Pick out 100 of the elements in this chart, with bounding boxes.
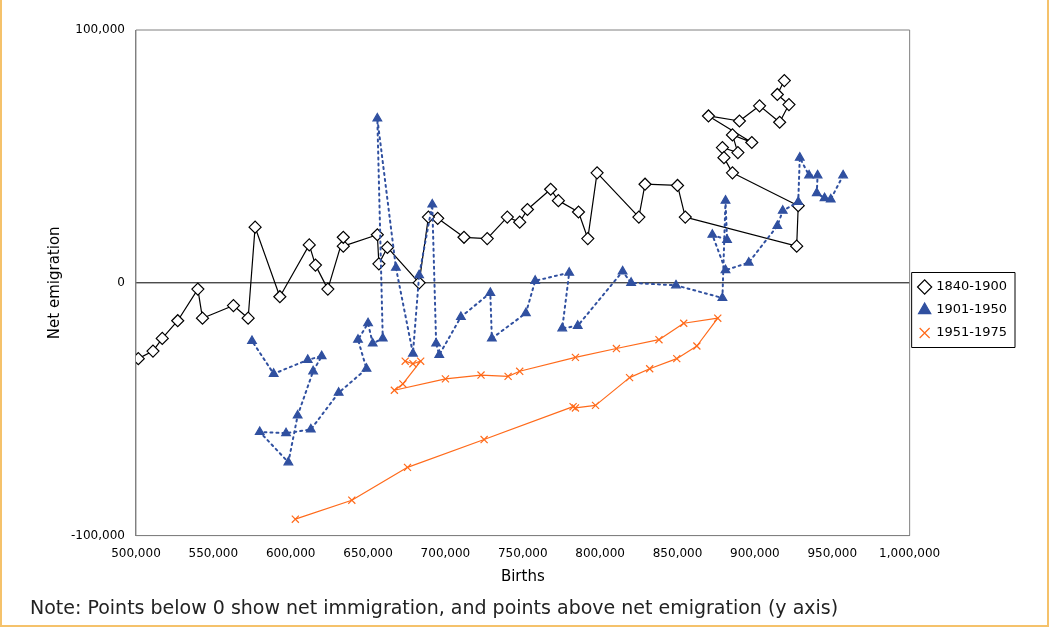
point bbox=[626, 277, 637, 286]
x-tick-label: 750,000 bbox=[497, 545, 548, 560]
point bbox=[713, 314, 722, 323]
point bbox=[568, 402, 578, 411]
point bbox=[572, 320, 583, 329]
x-tick-label: 900,000 bbox=[730, 545, 780, 560]
point bbox=[782, 97, 796, 112]
point bbox=[367, 337, 378, 347]
point bbox=[557, 322, 568, 332]
point bbox=[720, 195, 731, 204]
point bbox=[476, 370, 486, 380]
point bbox=[479, 435, 489, 444]
point bbox=[707, 229, 718, 238]
point bbox=[725, 128, 740, 142]
point bbox=[191, 282, 205, 296]
point bbox=[431, 337, 442, 347]
point bbox=[171, 314, 185, 328]
point bbox=[590, 166, 604, 180]
point bbox=[377, 332, 388, 342]
x-axis-title: Births bbox=[500, 566, 545, 585]
point bbox=[155, 331, 169, 346]
point bbox=[361, 363, 372, 372]
point bbox=[777, 205, 788, 214]
x-tick-label: 950,000 bbox=[807, 545, 858, 560]
point bbox=[520, 202, 535, 217]
point bbox=[485, 287, 496, 297]
point bbox=[408, 359, 418, 368]
point bbox=[195, 311, 210, 325]
point bbox=[416, 357, 425, 366]
y-tick-label: 100,000 bbox=[75, 22, 125, 37]
point bbox=[398, 379, 408, 389]
x-tick-label: 500,000 bbox=[111, 545, 161, 560]
point bbox=[692, 341, 702, 351]
text: Note: Points below 0 show net immigration, and points above net emigration (y axis) bbox=[30, 596, 839, 618]
point bbox=[457, 230, 471, 244]
point bbox=[564, 267, 575, 276]
point bbox=[743, 256, 754, 266]
point bbox=[772, 220, 783, 230]
point bbox=[811, 187, 822, 197]
point bbox=[302, 238, 316, 252]
point bbox=[291, 515, 300, 524]
point bbox=[678, 210, 692, 224]
point bbox=[503, 372, 513, 381]
point bbox=[720, 264, 731, 274]
point bbox=[581, 231, 595, 246]
point bbox=[530, 275, 541, 284]
point bbox=[336, 230, 350, 244]
point bbox=[427, 198, 438, 208]
point bbox=[804, 169, 814, 179]
point bbox=[455, 311, 466, 321]
point bbox=[701, 109, 716, 123]
point bbox=[241, 311, 255, 325]
point bbox=[671, 279, 681, 289]
point bbox=[254, 426, 265, 436]
point bbox=[146, 344, 160, 358]
point bbox=[333, 387, 344, 396]
point bbox=[571, 403, 580, 413]
point bbox=[679, 319, 688, 328]
y-tick-label: 0 bbox=[117, 274, 125, 289]
point bbox=[515, 367, 524, 376]
point bbox=[486, 332, 497, 342]
point bbox=[380, 240, 394, 255]
point bbox=[838, 169, 849, 179]
point bbox=[292, 409, 303, 419]
point bbox=[670, 178, 685, 193]
legend-label: 1840-1900 bbox=[936, 278, 1007, 294]
point bbox=[654, 335, 664, 344]
point bbox=[390, 386, 399, 395]
y-axis-title: Net emigration bbox=[44, 226, 63, 340]
point bbox=[793, 196, 804, 205]
point bbox=[717, 151, 731, 165]
point bbox=[363, 317, 373, 327]
point bbox=[441, 374, 450, 383]
x-tick-label: 650,000 bbox=[343, 545, 393, 560]
point bbox=[551, 194, 565, 208]
point bbox=[268, 368, 279, 377]
point bbox=[544, 182, 558, 196]
x-tick-label: 700,000 bbox=[420, 545, 471, 560]
point bbox=[414, 269, 425, 279]
point bbox=[571, 205, 586, 219]
point bbox=[632, 210, 646, 224]
legend-label: 1901-1950 bbox=[936, 301, 1007, 317]
point bbox=[316, 350, 327, 360]
point bbox=[520, 307, 531, 317]
point bbox=[715, 140, 730, 155]
point bbox=[302, 354, 313, 363]
point bbox=[500, 210, 514, 224]
point bbox=[731, 146, 745, 160]
x-tick-label: 800,000 bbox=[575, 545, 625, 560]
point bbox=[777, 73, 791, 88]
point bbox=[770, 87, 784, 102]
point bbox=[401, 357, 410, 366]
point bbox=[571, 353, 580, 362]
point bbox=[812, 169, 823, 179]
point bbox=[725, 166, 740, 180]
point bbox=[283, 456, 294, 466]
point bbox=[790, 239, 804, 253]
point bbox=[732, 114, 747, 128]
point bbox=[752, 99, 767, 113]
point bbox=[591, 401, 600, 410]
